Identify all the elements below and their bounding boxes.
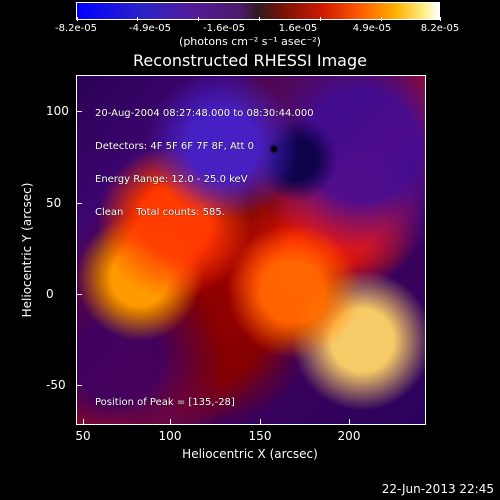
x-tick-label: 150 [248,429,272,443]
y-tick-mark [76,294,82,295]
y-tick-mark [76,203,82,204]
rhessi-image [77,76,425,424]
energy-range-text: Energy Range: 12.0 - 25.0 keV [95,174,248,185]
image-title: Reconstructed RHESSI Image [133,51,367,70]
y-tick-label: 50 [46,196,62,210]
colorbar-label: -4.9e-05 [129,23,171,34]
colorbar-label: 4.9e-05 [352,23,392,34]
x-tick-label: 100 [158,429,182,443]
y-tick-mark [76,111,82,112]
observation-text: 20-Aug-2004 08:27:48.000 to 08:30:44.000… [95,86,314,240]
colorbar-label: 1.6e-05 [278,23,318,34]
x-tick-mark [83,419,84,425]
colorbar-label: -8.2e-05 [55,23,97,34]
counts-text: Clean Total counts: 585. [95,207,225,218]
y-tick-mark [76,385,82,386]
y-tick-label: 100 [46,104,69,118]
x-tick-mark [349,419,350,425]
colorbar-label: -1.6e-05 [203,23,245,34]
x-axis-label: Heliocentric X (arcsec) [182,447,318,461]
x-tick-mark [170,419,171,425]
x-tick-label: 200 [337,429,361,443]
colorbar-ticks [77,3,441,21]
y-axis-label: Heliocentric Y (arcsec) [20,182,34,318]
y-tick-label: 0 [46,287,54,301]
colorbar-label: 8.2e-05 [420,23,460,34]
y-tick-label: -50 [46,378,66,392]
x-tick-mark [260,419,261,425]
colorbar [76,2,441,21]
units-label: (photons cm⁻² s⁻¹ asec⁻²) [179,35,321,48]
peak-marker [271,146,277,152]
detectors-text: Detectors: 4F 5F 6F 7F 8F, Att 0 [95,141,255,152]
colorbar-labels: -8.2e-05 -4.9e-05 -1.6e-05 1.6e-05 4.9e-… [55,22,459,36]
x-tick-label: 50 [75,429,91,443]
observation-time: 20-Aug-2004 08:27:48.000 to 08:30:44.000 [95,108,314,119]
rhessi-image-plot: 20-Aug-2004 08:27:48.000 to 08:30:44.000… [76,75,426,425]
peak-position-text: Position of Peak = [135,-28] [95,397,235,408]
timestamp: 22-Jun-2013 22:45 [381,482,494,496]
